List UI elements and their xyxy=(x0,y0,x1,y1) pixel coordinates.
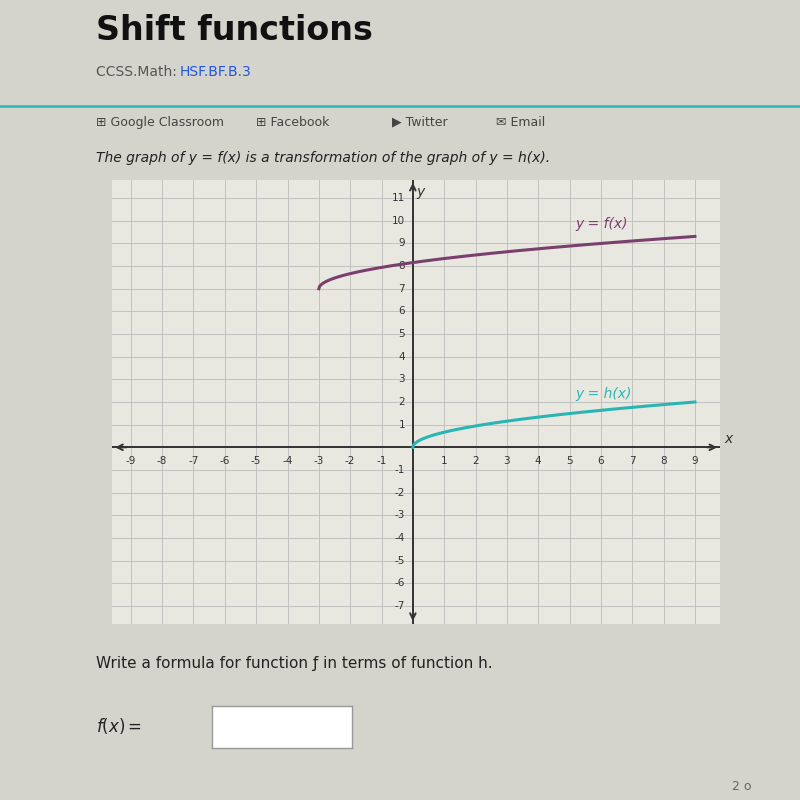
Text: 7: 7 xyxy=(398,284,405,294)
Text: -2: -2 xyxy=(394,488,405,498)
Text: $f(x) =$: $f(x) =$ xyxy=(96,715,142,735)
Text: 10: 10 xyxy=(392,216,405,226)
Text: ✉ Email: ✉ Email xyxy=(496,116,546,129)
Text: -2: -2 xyxy=(345,456,355,466)
Text: Shift functions: Shift functions xyxy=(96,14,373,46)
Text: The graph of y = f(x) is a transformation of the graph of y = h(x).: The graph of y = f(x) is a transformatio… xyxy=(96,151,550,165)
Text: -3: -3 xyxy=(394,510,405,520)
Text: 9: 9 xyxy=(398,238,405,249)
Text: x: x xyxy=(725,432,733,446)
Text: 5: 5 xyxy=(398,329,405,339)
Text: -3: -3 xyxy=(314,456,324,466)
Text: 4: 4 xyxy=(535,456,542,466)
Text: ▶ Twitter: ▶ Twitter xyxy=(392,116,448,129)
Text: 8: 8 xyxy=(398,261,405,271)
Text: 1: 1 xyxy=(441,456,447,466)
Text: Write a formula for function ƒ in terms of function h.: Write a formula for function ƒ in terms … xyxy=(96,656,493,670)
Text: -5: -5 xyxy=(251,456,262,466)
Text: -4: -4 xyxy=(394,533,405,543)
Text: y: y xyxy=(417,185,425,198)
Text: -7: -7 xyxy=(394,601,405,611)
Text: 11: 11 xyxy=(392,193,405,203)
Text: 1: 1 xyxy=(398,420,405,430)
Text: ⊞ Facebook: ⊞ Facebook xyxy=(256,116,330,129)
Text: CCSS.Math:: CCSS.Math: xyxy=(96,66,182,79)
Text: 4: 4 xyxy=(398,352,405,362)
Text: -4: -4 xyxy=(282,456,293,466)
Text: 2: 2 xyxy=(472,456,479,466)
Text: -6: -6 xyxy=(220,456,230,466)
Text: 8: 8 xyxy=(660,456,667,466)
Text: 6: 6 xyxy=(598,456,604,466)
Text: -9: -9 xyxy=(126,456,136,466)
Text: HSF.BF.B.3: HSF.BF.B.3 xyxy=(180,66,252,79)
Text: 5: 5 xyxy=(566,456,573,466)
Text: 2 o: 2 o xyxy=(733,780,752,793)
Text: -1: -1 xyxy=(376,456,386,466)
Text: 3: 3 xyxy=(503,456,510,466)
Text: 3: 3 xyxy=(398,374,405,384)
Text: -8: -8 xyxy=(157,456,167,466)
Text: y = h(x): y = h(x) xyxy=(576,387,632,401)
Text: 2: 2 xyxy=(398,397,405,407)
Text: 6: 6 xyxy=(398,306,405,316)
Text: 9: 9 xyxy=(692,456,698,466)
Text: -5: -5 xyxy=(394,555,405,566)
Text: y = f(x): y = f(x) xyxy=(576,217,628,231)
Text: -7: -7 xyxy=(188,456,198,466)
Text: ⊞ Google Classroom: ⊞ Google Classroom xyxy=(96,116,224,129)
Text: 7: 7 xyxy=(629,456,635,466)
Text: -1: -1 xyxy=(394,465,405,475)
Text: -6: -6 xyxy=(394,578,405,588)
